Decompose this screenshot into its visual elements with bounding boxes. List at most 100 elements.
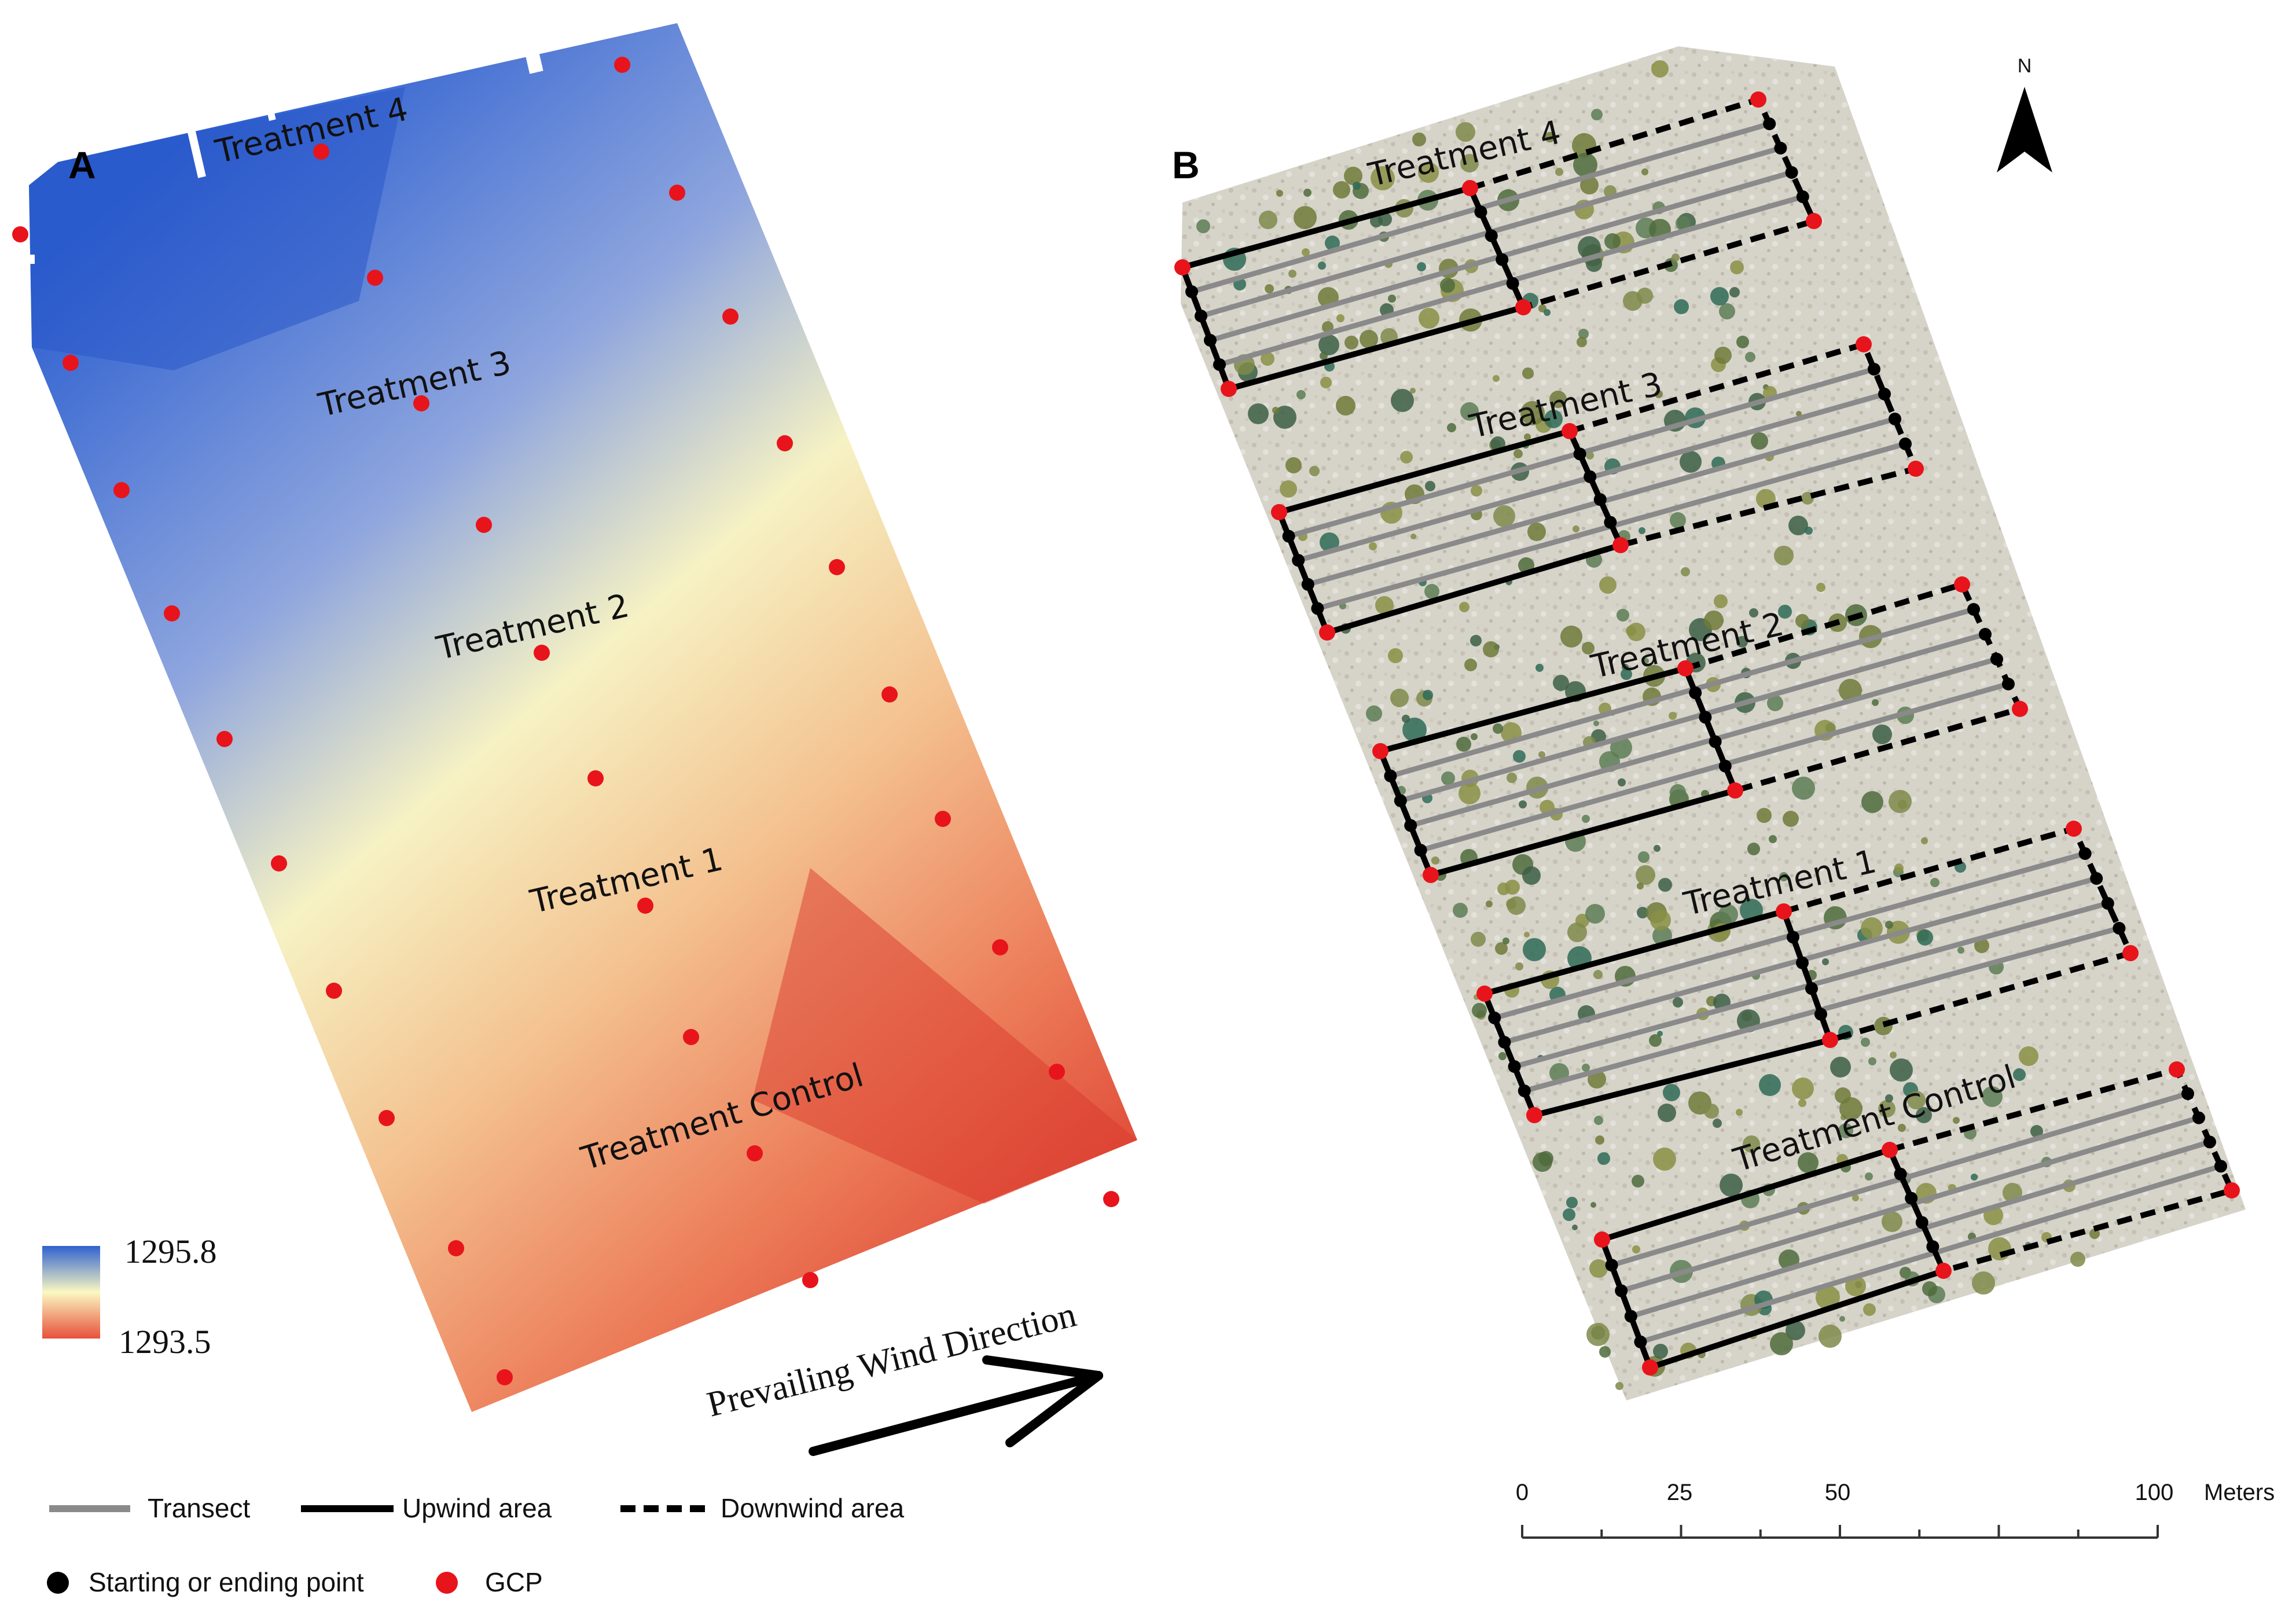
vegetation-patch	[1743, 1135, 1760, 1153]
start-end-point	[2203, 1135, 2216, 1149]
vegetation-patch	[1767, 695, 1783, 711]
gcp-point	[1642, 1359, 1658, 1376]
vegetation-patch	[1483, 641, 1499, 657]
gcp-point	[802, 1272, 818, 1288]
vegetation-patch	[1593, 970, 1603, 979]
vegetation-patch	[1544, 309, 1551, 316]
north-arrow-icon	[1997, 87, 2052, 172]
gcp-point	[1750, 91, 1766, 108]
start-end-point	[1573, 447, 1586, 461]
scale-unit: Meters	[2204, 1480, 2275, 1505]
vegetation-patch	[1497, 883, 1510, 895]
vegetation-patch	[1599, 576, 1617, 594]
vegetation-patch	[1431, 856, 1439, 865]
legend: Transect Upwind area Downwind area Start…	[47, 1493, 904, 1597]
vegetation-patch	[1553, 675, 1569, 691]
treatment-plot	[1476, 821, 2139, 1123]
vegetation-patch	[1710, 287, 1729, 306]
gcp-point	[1594, 1231, 1610, 1248]
vegetation-patch	[1410, 534, 1416, 539]
vegetation-patch	[1988, 1237, 2011, 1260]
start-end-point	[1605, 1259, 1618, 1272]
vegetation-patch	[1288, 270, 1296, 278]
vegetation-patch	[1456, 737, 1471, 752]
vegetation-patch	[1498, 1052, 1507, 1060]
gcp-point	[379, 1110, 395, 1126]
gcp-point	[2066, 821, 2082, 837]
gcp-point	[12, 226, 28, 242]
vegetation-patch	[1680, 451, 1702, 473]
vegetation-patch	[1325, 236, 1340, 251]
panel-b-letter: B	[1172, 144, 1200, 186]
vegetation-patch	[1718, 905, 1738, 924]
vegetation-patch	[1470, 635, 1482, 646]
vegetation-patch	[1632, 1175, 1644, 1187]
transect-line	[1390, 606, 1975, 779]
gcp-point	[271, 855, 287, 872]
vegetation-patch	[1402, 718, 1427, 742]
start-end-point	[1967, 603, 1980, 616]
start-end-point	[1282, 530, 1295, 543]
vegetation-patch	[1769, 835, 1777, 843]
vegetation-patch	[1736, 1109, 1743, 1116]
vegetation-patch	[1594, 1116, 1603, 1125]
start-end-point	[1292, 554, 1305, 567]
vegetation-patch	[1599, 1346, 1611, 1358]
vegetation-patch	[1538, 751, 1545, 758]
vegetation-patch	[1714, 594, 1728, 608]
wind-arrow-icon	[809, 1355, 1103, 1456]
vegetation-patch	[1333, 181, 1350, 198]
north-arrow: N	[1997, 55, 2052, 172]
vegetation-patch	[1472, 1003, 1487, 1018]
start-end-point	[1785, 166, 1798, 179]
gcp-point	[313, 144, 329, 160]
vegetation-patch	[1638, 851, 1650, 863]
vegetation-patch	[1493, 375, 1500, 382]
vegetation-patch	[1573, 153, 1597, 177]
vegetation-patch	[1736, 336, 1749, 348]
vegetation-patch	[1464, 659, 1477, 671]
start-end-point	[1604, 516, 1617, 529]
vegetation-patch	[1953, 1117, 1960, 1124]
vegetation-patch	[1713, 1119, 1722, 1128]
vegetation-patch	[1280, 480, 1297, 498]
vegetation-patch	[1533, 1152, 1552, 1172]
gcp-point	[669, 185, 685, 201]
vegetation-patch	[1639, 527, 1645, 534]
vegetation-patch	[1957, 947, 1964, 954]
vegetation-patch	[1320, 352, 1328, 360]
vegetation-patch	[1513, 449, 1523, 458]
vegetation-patch	[1391, 389, 1414, 412]
vegetation-patch	[1745, 352, 1755, 362]
vegetation-patch	[1582, 815, 1590, 823]
vegetation-patch	[1751, 432, 1768, 450]
vegetation-patch	[1400, 451, 1413, 464]
vegetation-patch	[1285, 457, 1302, 473]
vegetation-patch	[1595, 1135, 1604, 1145]
vegetation-patch	[1861, 1038, 1870, 1047]
vegetation-patch	[1522, 866, 1541, 885]
vegetation-patch	[1649, 1034, 1662, 1047]
vegetation-patch	[1563, 1208, 1575, 1221]
treatment-plot	[1271, 336, 1924, 641]
gcp-point	[637, 898, 653, 914]
vegetation-patch	[1344, 336, 1358, 350]
vegetation-patch	[1390, 689, 1409, 707]
vegetation-patch	[1196, 219, 1210, 233]
start-end-point	[1709, 735, 1722, 748]
vegetation-patch	[1637, 907, 1648, 918]
vegetation-patch	[1336, 314, 1344, 322]
vegetation-patch	[1917, 929, 1933, 946]
vegetation-patch	[1621, 668, 1632, 680]
vegetation-patch	[1736, 636, 1748, 648]
vegetation-patch	[1798, 1152, 1819, 1173]
vegetation-patch	[1894, 863, 1904, 873]
vegetation-patch	[1370, 215, 1383, 227]
gcp-point	[164, 605, 180, 622]
vegetation-patch	[1653, 1148, 1676, 1171]
vegetation-patch	[1388, 648, 1403, 663]
vegetation-patch	[1265, 284, 1274, 293]
start-end-point	[1805, 982, 1818, 995]
vegetation-patch	[1507, 773, 1517, 783]
